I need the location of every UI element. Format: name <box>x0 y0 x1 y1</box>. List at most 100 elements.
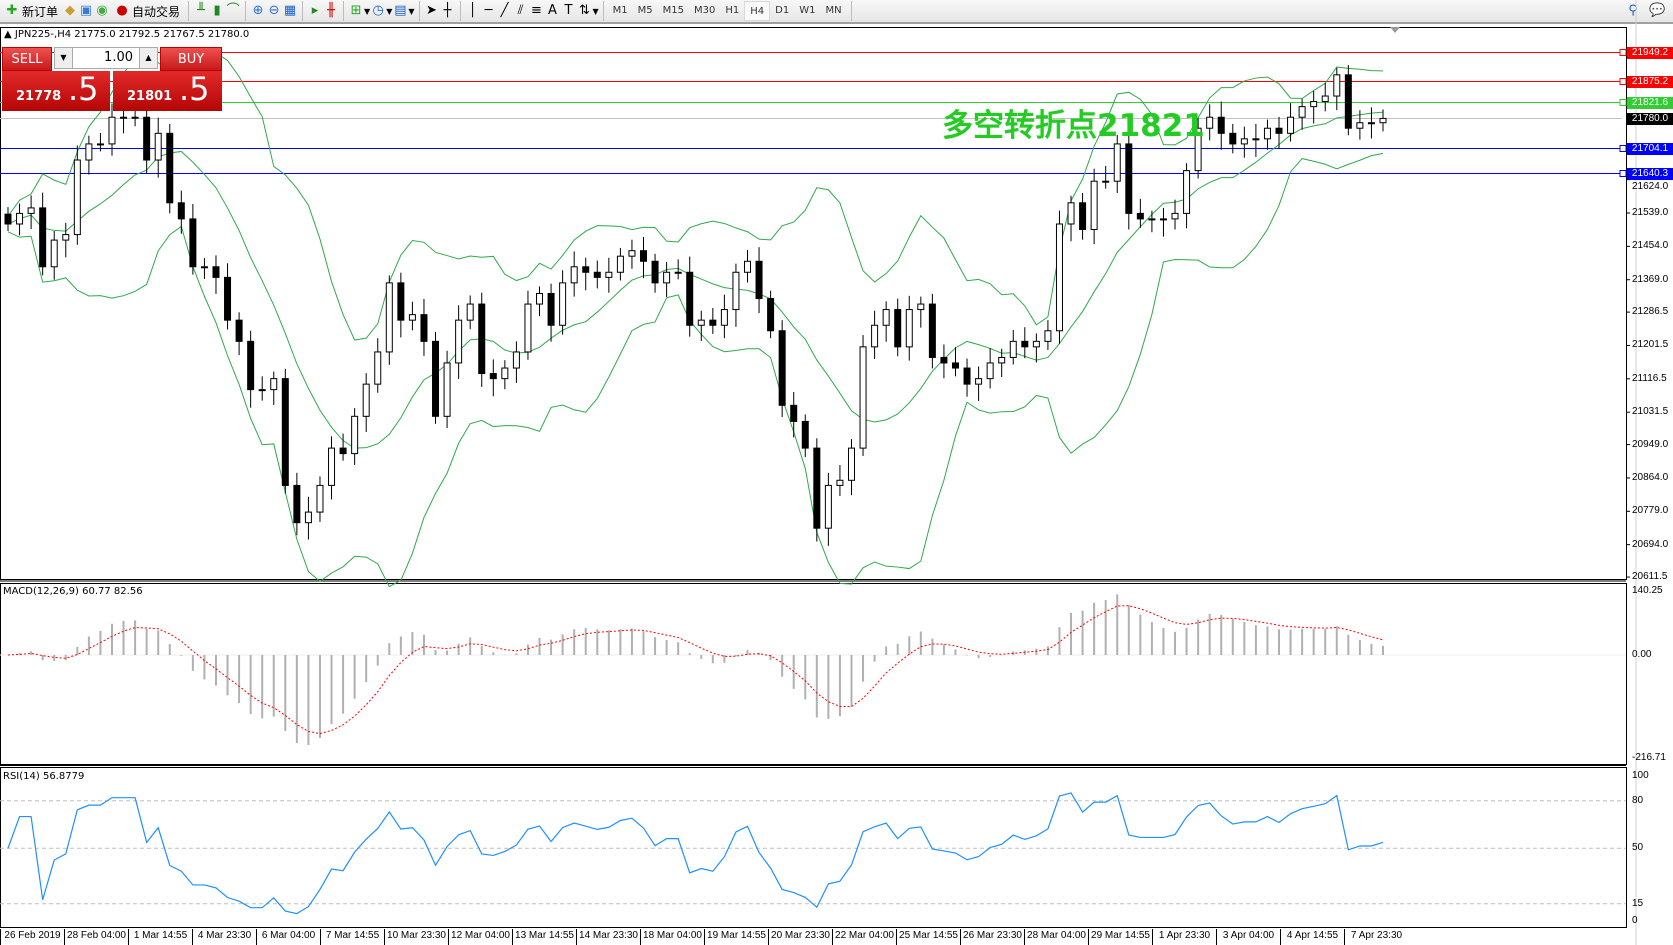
candle-bear <box>940 356 948 364</box>
candle-bull <box>374 351 382 385</box>
candle-bull <box>536 292 544 305</box>
candle-bull <box>917 303 925 311</box>
candle-bull <box>385 282 393 353</box>
candle-bull <box>847 447 855 481</box>
text-label-icon[interactable]: T <box>564 3 573 18</box>
candle-bull <box>27 207 35 214</box>
timeframe-m1[interactable]: M1 <box>612 5 628 16</box>
candle-bull <box>559 282 567 326</box>
candle-bull <box>50 239 58 268</box>
equidistant-channel-icon[interactable]: ⫽ <box>517 3 524 18</box>
market-watch-icon[interactable]: ▣ <box>79 3 93 18</box>
auto-scroll-icon[interactable]: ▸ <box>311 3 319 18</box>
timeframe-w1[interactable]: W1 <box>799 5 816 16</box>
zoom-in-icon[interactable]: ⊕ <box>252 3 264 18</box>
time-axis-label: 18 Mar 04:00 <box>640 929 704 945</box>
time-axis-label: 4 Mar 23:30 <box>192 929 256 945</box>
buy-button[interactable]: BUY <box>160 47 222 71</box>
sell-price-main: 21778 <box>16 89 62 104</box>
lot-input[interactable]: 1.00 <box>104 50 133 65</box>
auto-trading-button[interactable]: ● 自动交易 <box>110 0 184 22</box>
signals-icon[interactable]: ◉ <box>96 3 108 18</box>
candle-bull <box>1379 117 1387 124</box>
sell-button[interactable]: SELL <box>2 47 52 71</box>
periods-icon[interactable]: ◷ <box>372 3 384 18</box>
lot-size-stepper[interactable]: ▼ 1.00 ▲ <box>54 47 158 69</box>
text-icon[interactable]: A <box>548 3 557 18</box>
candle-bull <box>1321 95 1329 103</box>
fibonacci-icon[interactable]: ≡ <box>531 3 542 18</box>
candle-bear <box>339 447 347 455</box>
timeframe-m30[interactable]: M30 <box>694 5 716 16</box>
candle-bear <box>963 367 971 385</box>
candle-bull <box>85 143 93 161</box>
indicators-icon[interactable]: ⊞ <box>350 3 362 18</box>
lot-decrease-button[interactable]: ▼ <box>55 48 73 68</box>
candle-bull <box>316 484 324 513</box>
buy-price-main: 21801 <box>127 89 173 104</box>
search-icon[interactable]: ⚲ <box>1628 3 1638 18</box>
price-axis-label: 21286.5 <box>1632 306 1669 318</box>
chart-shift-icon[interactable]: ╫ <box>327 3 335 18</box>
templates-icon[interactable]: ▤ <box>394 3 407 18</box>
candle-bear <box>212 266 220 278</box>
timeframe-m5[interactable]: M5 <box>637 5 653 16</box>
tile-windows-icon[interactable]: ▦ <box>283 3 297 18</box>
cursor-icon[interactable]: ➤ <box>426 3 437 18</box>
vertical-line-icon[interactable]: │ <box>468 3 477 18</box>
candle-bull <box>628 250 636 257</box>
timeframe-h1[interactable]: H1 <box>725 5 740 16</box>
candle-bear <box>790 404 798 422</box>
timeframe-d1[interactable]: D1 <box>775 5 790 16</box>
bar-chart-icon[interactable]: ╨ <box>197 3 205 18</box>
candlestick-icon[interactable]: ▮ <box>213 3 221 18</box>
timeframe-h4[interactable]: H4 <box>744 1 771 21</box>
dropdown-arrow-icon[interactable]: ▼ <box>592 6 599 16</box>
time-axis-label: 7 Mar 14:55 <box>320 929 384 945</box>
dropdown-arrow-icon[interactable]: ▼ <box>364 6 371 16</box>
dropdown-arrow-icon[interactable]: ▼ <box>386 6 393 16</box>
rsi-label: RSI(14) 56.8779 <box>3 771 85 782</box>
level-handle <box>1619 170 1627 177</box>
timeframe-mn[interactable]: MN <box>825 5 842 16</box>
price-level-tag: 21780.0 <box>1627 112 1673 125</box>
candle-bull <box>443 362 451 417</box>
candle-bull <box>1044 330 1052 342</box>
candle-bull <box>1055 223 1063 332</box>
candle-bull <box>1102 180 1110 183</box>
line-chart-icon[interactable]: ⌒ <box>226 3 240 18</box>
price-axis-label: 20611.5 <box>1632 571 1668 583</box>
zoom-out-icon[interactable]: ⊖ <box>268 3 280 18</box>
time-axis-label: 1 Mar 14:55 <box>128 929 192 945</box>
candle-bear <box>582 266 590 273</box>
sell-price[interactable]: 21778 .5 <box>2 70 110 111</box>
chat-icon[interactable]: 💬 <box>1649 3 1666 18</box>
dropdown-arrow-icon[interactable]: ▼ <box>408 6 415 16</box>
new-order-button[interactable]: ✚ 新订单 <box>0 0 62 22</box>
candle-bear <box>651 260 659 284</box>
arrows-icon[interactable]: ⇅ <box>579 3 590 18</box>
horizontal-line-icon[interactable]: ─ <box>484 3 493 18</box>
crosshair-icon[interactable]: ┼ <box>443 3 452 18</box>
lot-increase-button[interactable]: ▲ <box>139 48 157 68</box>
history-icon[interactable]: ◆ <box>65 3 76 18</box>
buy-price[interactable]: 21801 .5 <box>113 70 222 111</box>
candle-bear <box>686 271 694 326</box>
macd-signal-line <box>7 605 1384 735</box>
time-axis-label: 19 Mar 14:55 <box>704 929 768 945</box>
separator <box>418 1 420 21</box>
candle-bull <box>1287 116 1295 134</box>
rsi-axis-label: 15 <box>1632 897 1644 909</box>
macd-axis-label: -216.71 <box>1632 752 1666 763</box>
trendline-icon[interactable]: ╱ <box>500 3 509 18</box>
separator <box>302 1 304 21</box>
candle-bull <box>697 319 705 326</box>
candle-bull <box>108 116 116 145</box>
new-order-label: 新订单 <box>22 4 59 19</box>
price-axis-label: 21624.0 <box>1632 180 1669 192</box>
candle-bear <box>1344 74 1352 129</box>
macd-panel-frame <box>0 583 1627 765</box>
candle-bear <box>281 378 289 486</box>
timeframe-m15[interactable]: M15 <box>662 5 685 16</box>
